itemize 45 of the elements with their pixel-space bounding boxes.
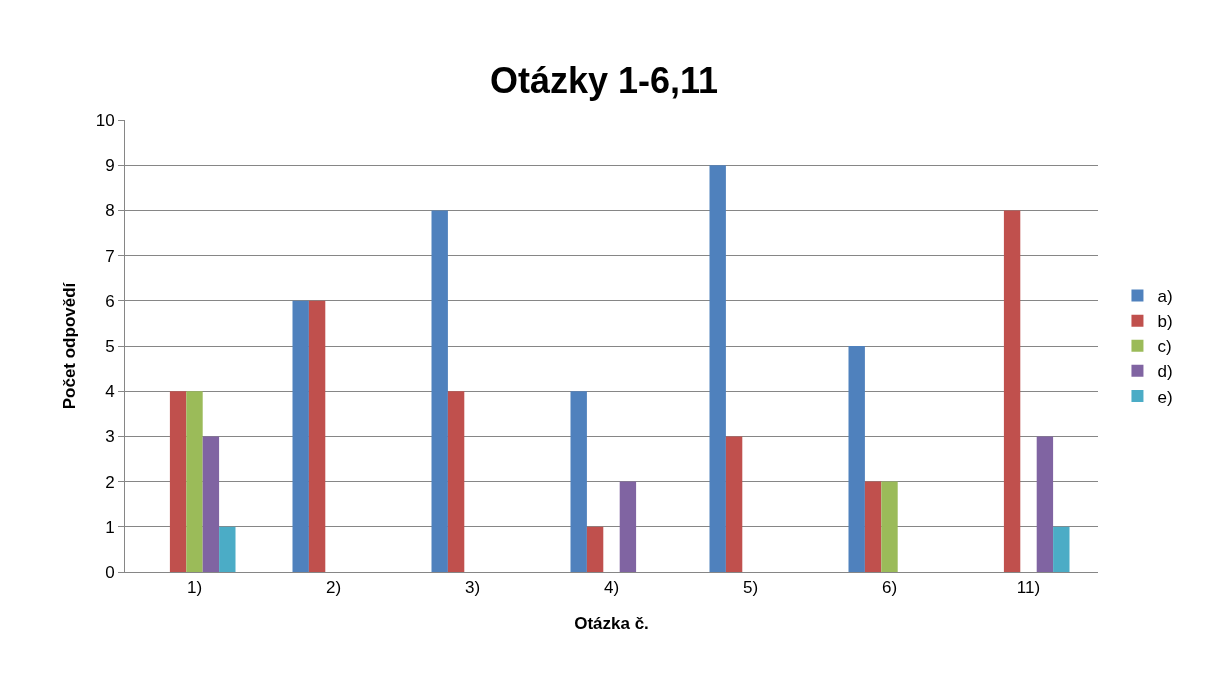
bar bbox=[169, 391, 187, 572]
bar bbox=[864, 481, 882, 572]
x-tick-label: 2) bbox=[325, 578, 342, 598]
x-tick-label: 4) bbox=[603, 578, 620, 598]
y-tick-label: 4 bbox=[105, 382, 115, 402]
bar bbox=[709, 165, 726, 572]
legend-label: c) bbox=[1157, 337, 1172, 357]
bar bbox=[431, 210, 448, 572]
legend-label: e) bbox=[1157, 387, 1173, 407]
x-tick-label: 6) bbox=[881, 578, 898, 598]
legend-label: b) bbox=[1157, 312, 1173, 332]
bar bbox=[1036, 436, 1054, 572]
y-tick-label: 0 bbox=[105, 562, 115, 582]
legend-label: a) bbox=[1157, 287, 1173, 307]
bar bbox=[881, 481, 898, 572]
bar bbox=[1003, 210, 1021, 572]
y-tick-label: 8 bbox=[105, 201, 115, 221]
y-tick-label: 3 bbox=[105, 427, 115, 447]
bar bbox=[219, 526, 236, 572]
bar bbox=[202, 436, 220, 572]
y-tick-label: 1 bbox=[105, 517, 115, 537]
x-axis-title: Otázka č. bbox=[574, 613, 649, 633]
y-tick-label: 2 bbox=[105, 472, 115, 492]
y-tick-label: 5 bbox=[105, 336, 115, 356]
y-tick-label: 10 bbox=[95, 110, 115, 130]
bar bbox=[292, 300, 309, 572]
y-axis-title: Počet odpovědí bbox=[60, 281, 80, 410]
bar bbox=[586, 526, 604, 572]
bar bbox=[619, 481, 637, 572]
y-tick-label: 9 bbox=[105, 156, 115, 176]
chart-title: Otázky 1-6,11 bbox=[489, 60, 719, 102]
legend-label: d) bbox=[1157, 362, 1173, 382]
bar bbox=[186, 391, 203, 572]
x-tick-label: 1) bbox=[186, 578, 203, 598]
y-tick-label: 6 bbox=[105, 291, 115, 311]
x-tick-label: 3) bbox=[464, 578, 481, 598]
bar bbox=[848, 346, 865, 572]
y-tick-label: 7 bbox=[105, 246, 115, 266]
bar bbox=[447, 391, 465, 572]
bar bbox=[570, 391, 587, 572]
bar bbox=[725, 436, 743, 572]
x-tick-label: 5) bbox=[742, 578, 759, 598]
x-tick-label: 11) bbox=[1016, 578, 1041, 598]
bar bbox=[1053, 526, 1070, 572]
bar bbox=[308, 300, 326, 572]
